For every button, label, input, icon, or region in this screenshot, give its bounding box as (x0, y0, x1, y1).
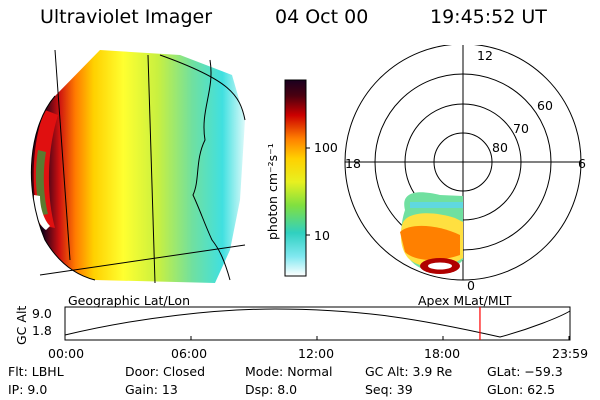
geographic-caption: Geographic Lat/Lon (68, 293, 190, 308)
filter-info: Flt: LBHL (8, 364, 64, 379)
date-label: 04 Oct 00 (275, 6, 369, 28)
mlat-label-60: 60 (537, 98, 553, 113)
xtick-0600: 06:00 (171, 346, 208, 361)
colorbar (284, 79, 310, 277)
xtick-1800: 18:00 (424, 346, 461, 361)
xtick-2359: 23:59 (552, 346, 589, 361)
altitude-ytick-bottom: 1.8 (32, 323, 52, 338)
mlt-label-0: 0 (467, 278, 475, 293)
door-info: Door: Closed (125, 364, 206, 379)
time-label: 19:45:52 UT (430, 6, 547, 28)
mlt-label-18: 18 (345, 156, 361, 171)
dsp-info: Dsp: 8.0 (245, 382, 298, 397)
glat-info: GLat: −59.3 (487, 364, 563, 379)
lat-lon-grid (30, 49, 246, 284)
altitude-curve (64, 308, 571, 338)
ip-info: IP: 9.0 (8, 382, 48, 397)
polar-caption: Apex MLat/MLT (418, 293, 512, 308)
polar-plot (344, 45, 582, 281)
mlt-label-12: 12 (477, 48, 493, 63)
mlat-label-80: 80 (492, 140, 508, 155)
xtick-1200: 12:00 (298, 346, 335, 361)
geographic-image (30, 49, 246, 284)
seq-info: Seq: 39 (365, 382, 413, 397)
altitude-plot (64, 306, 571, 341)
colorbar-tick-100: 100 (314, 140, 338, 155)
glon-info: GLon: 62.5 (487, 382, 556, 397)
polar-aurora-image (400, 192, 463, 274)
altitude-xticks (64, 336, 570, 340)
gain-info: Gain: 13 (125, 382, 178, 397)
colorbar-tick-10: 10 (314, 228, 330, 243)
coastline (192, 59, 231, 281)
window-title: Ultraviolet Imager (40, 6, 213, 28)
xtick-0000: 00:00 (48, 346, 85, 361)
mode-info: Mode: Normal (245, 364, 333, 379)
colorbar-unit-label: photon cm⁻²s⁻¹ (265, 143, 280, 240)
limb-white-band (33, 195, 50, 230)
mlt-label-6: 6 (578, 156, 586, 171)
gc-alt-info: GC Alt: 3.9 Re (365, 364, 453, 379)
altitude-ylabel: GC Alt (14, 305, 29, 345)
mlat-label-70: 70 (513, 121, 529, 136)
altitude-ytick-top: 9.0 (32, 306, 52, 321)
